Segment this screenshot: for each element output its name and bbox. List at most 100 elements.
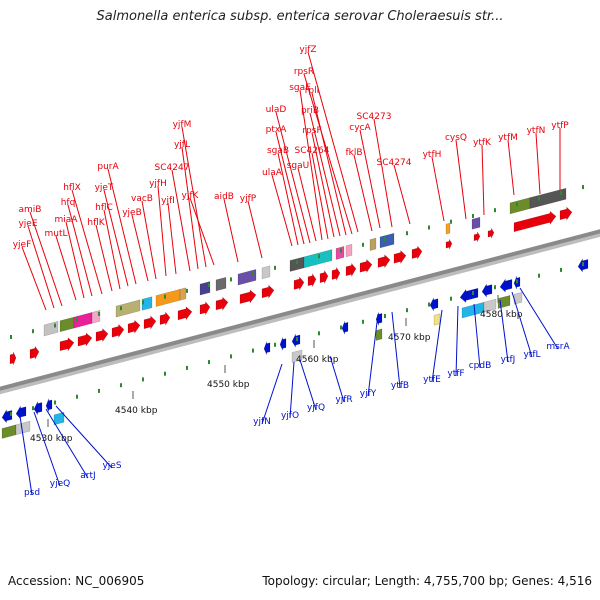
track-dot [384,237,386,241]
leader-line [431,309,443,383]
reverse-gene-arrow [429,297,439,312]
leader-line [431,156,445,222]
forward-gene-arrow [487,227,495,239]
gene-name: ulaA [262,168,283,178]
gene-name: cysQ [445,133,467,143]
gene-name: priB [301,106,319,116]
gene-name: hflK [87,218,105,228]
gene-name: yjfP [240,194,257,204]
track-dot [450,219,452,224]
forward-gene-arrow [559,206,573,221]
map-title: Salmonella enterica subsp. enterica sero… [96,9,504,24]
leader-line [131,214,149,282]
gene-label-cysq: cysQ [445,133,467,220]
gene-name: yjeF [13,240,32,250]
leader-line [277,152,299,246]
leader-line [55,235,77,301]
gene-name: yjfY [360,389,377,399]
gene-label-ytfn: ytfN [527,126,545,195]
track-dot [318,331,320,336]
forward-gene-arrow [331,266,341,281]
forward-gene-arrow [261,284,275,299]
forward-gene-arrow [293,276,305,291]
forward-gene-arrow [513,210,557,233]
gene-name: ytfE [423,375,441,385]
gene-label-ytfp: ytfP [551,121,569,190]
gene-name: rpsR [294,67,314,77]
leader-line [247,200,263,259]
leader-line [95,224,113,292]
rna-feature-box [509,197,531,215]
forward-gene-arrow [319,269,329,284]
gene-label-yjfh: yjfH [149,179,167,277]
gene-label-sc4264: SC4264 [295,146,330,240]
forward-gene-arrow [345,262,357,278]
gene-name: yjeT [95,183,114,193]
leader-line [303,73,353,235]
track-dot [516,279,518,284]
gene-name: sgaE [289,83,311,93]
gene-label-ptxa: ptxA [266,125,305,245]
track-dot [142,300,144,305]
gene-label-yjfn: yjfN [253,363,283,427]
kbp-tick-label: 4540 kbp [115,406,158,416]
leader-line [455,305,459,377]
forward-gene-arrow [445,238,453,250]
reverse-gene-arrow [1,408,13,424]
reverse-gene-arrow [499,278,513,293]
track-dot [252,271,254,276]
leader-line [289,361,295,419]
gene-name: sgaB [267,146,289,156]
gene-label-sc4273: SC4273 [357,112,393,228]
track-dot [252,348,254,353]
gene-name: yjfQ [307,403,325,413]
gene-name: msrA [546,342,570,352]
leader-line [107,168,137,285]
forward-gene-arrow [9,351,17,366]
leader-line [373,118,393,228]
track-dot [208,283,210,288]
rna-feature-box [261,265,271,280]
gene-label-yjfi: yjfI [161,196,177,275]
forward-gene-arrow [111,323,125,339]
reverse-gene-arrow [279,337,287,351]
track-dot [98,311,100,316]
rna-feature-box [303,249,333,269]
forward-gene-arrow [29,345,40,360]
track-dot [208,360,210,365]
leader-line [33,411,61,487]
forward-gene-arrow [307,272,317,287]
gene-label-hflc: hflC [95,203,121,290]
rna-feature-box [15,420,31,436]
track-dot [230,277,232,282]
gene-name: ytfH [423,150,442,160]
track-dot [494,208,496,213]
track-dot [428,302,430,307]
gene-name: rpsF [302,126,321,136]
gene-label-ytff: ytfF [447,305,465,379]
gene-label-yjfy: yjfY [360,313,379,399]
forward-gene-arrow [215,296,229,312]
track-dot [406,308,408,313]
gene-name: yjeQ [50,479,70,489]
gene-name: yjfN [253,417,271,427]
rna-feature-box [59,316,75,333]
gene-label-sc4247: SC4247 [155,163,191,272]
rna-feature-box [445,222,451,235]
gene-name: yjfM [173,120,192,130]
track-dot [120,306,122,311]
leader-line [299,359,317,411]
gene-name: rplI [305,86,320,96]
leader-line [27,225,55,309]
forward-gene-arrow [143,315,157,330]
gene-name: yjfZ [299,45,316,55]
gene-label-ulad: ulaD [266,105,311,244]
reverse-gene-arrow [341,321,349,335]
gene-name: ytfM [498,133,518,143]
rna-feature-box [199,281,211,296]
gene-label-ytfe: ytfE [423,309,443,385]
leader-line [103,189,129,287]
gene-name: cycA [349,123,371,133]
track-dot [10,335,12,339]
